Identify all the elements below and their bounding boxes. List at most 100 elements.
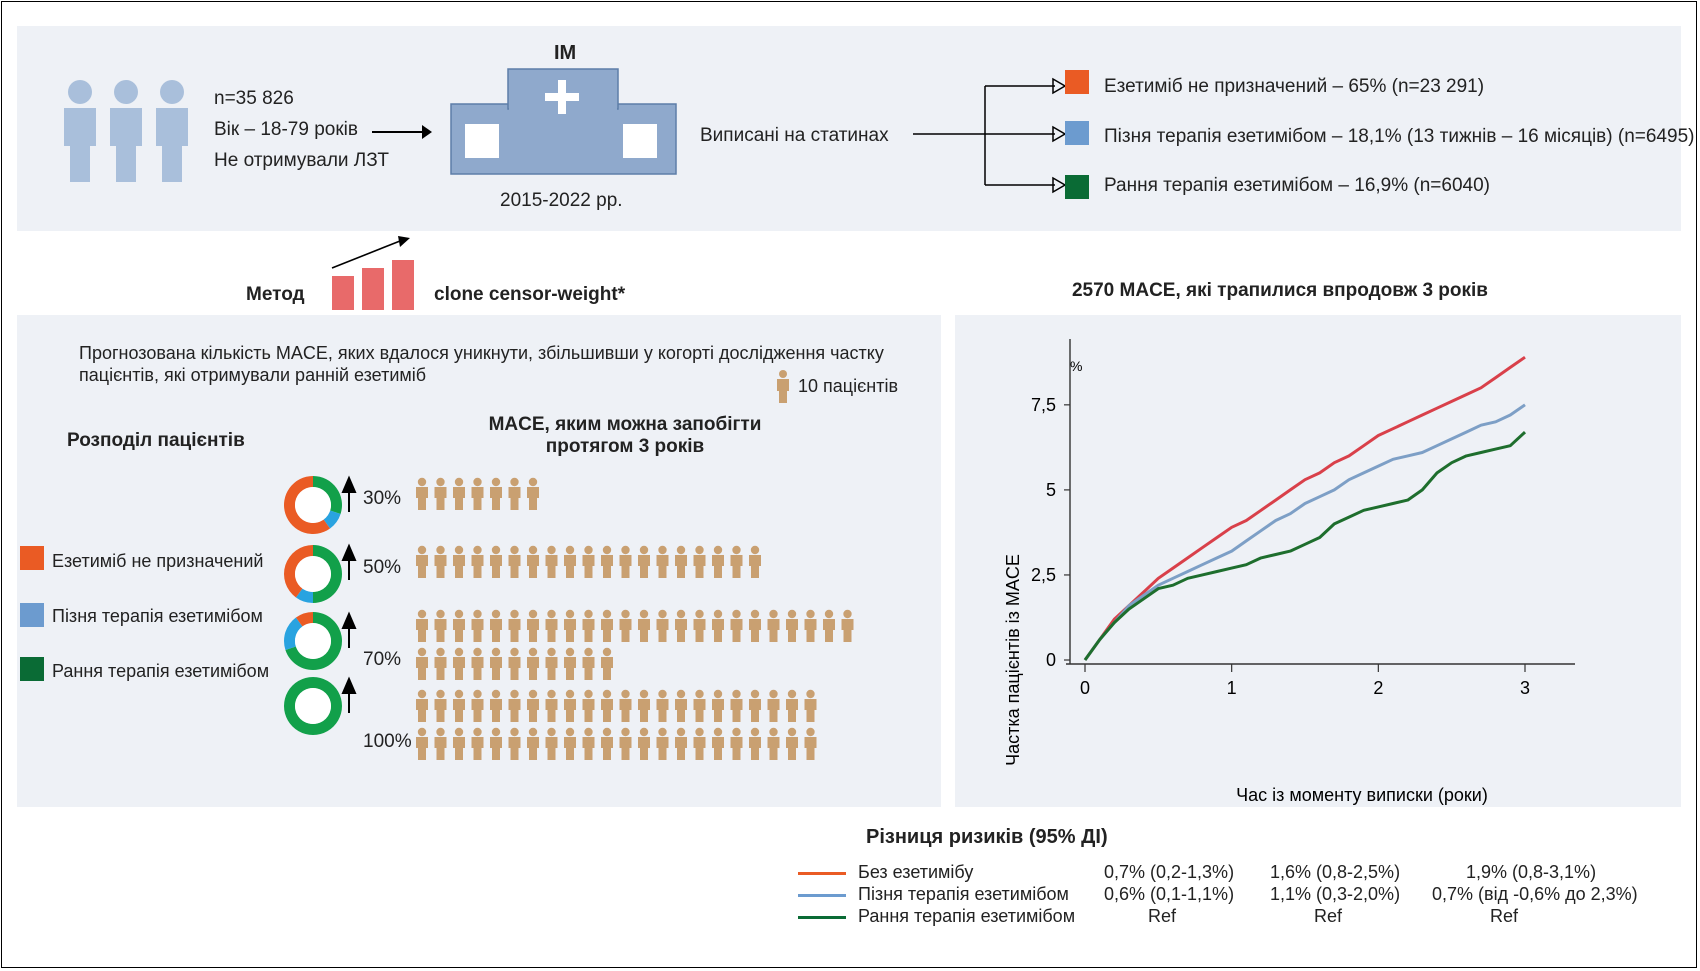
cohort-age: Вік – 18-79 років	[214, 119, 358, 140]
intro-text: Прогнозована кількість MACE, яких вдалос…	[79, 343, 884, 385]
person-icon	[656, 609, 669, 642]
cohort-no-llt: Не отримували ЛЗТ	[214, 150, 389, 171]
person-icon	[675, 545, 687, 578]
legend-swatch-early	[20, 657, 44, 681]
donut-segment-late	[284, 617, 303, 650]
hospital-icon	[450, 68, 677, 175]
person-icon	[527, 545, 539, 578]
person-icon	[156, 80, 188, 182]
donut-hole	[295, 487, 331, 523]
person-icon	[730, 609, 743, 642]
person-icon	[564, 727, 576, 760]
person-icon	[434, 647, 447, 680]
y-unit: %	[1070, 358, 1082, 374]
risk-cell: Ref	[1490, 906, 1519, 926]
person-icon	[638, 689, 650, 722]
prevented-mace-pictogram	[416, 477, 854, 760]
person-icon	[416, 477, 428, 510]
person-icon	[675, 727, 687, 760]
cohort-n: n=35 826	[214, 88, 294, 109]
branch-no-ezetimibe: Езетиміб не призначений – 65% (n=23 291)	[1104, 76, 1485, 97]
branch-arrows	[913, 77, 1065, 194]
branch-early: Рання терапія езетимібом – 16,9% (n=6040…	[1104, 175, 1490, 196]
scenario-pct-70: 70%	[363, 649, 402, 670]
donut-70pct	[284, 612, 342, 670]
km-chart: % Частка пацієнтів із MACE Час із момент…	[1003, 339, 1575, 805]
person-icon	[416, 689, 428, 722]
y-tick-label: 2,5	[1031, 565, 1056, 585]
person-icon	[564, 647, 576, 680]
risk-cell: 1,1% (0,3-2,0%)	[1270, 884, 1401, 904]
person-icon	[656, 545, 669, 578]
unit-label: 10 пацієнтів	[798, 376, 899, 396]
person-icon	[416, 647, 428, 680]
risk-cell: Ref	[1314, 906, 1343, 926]
person-icon	[508, 477, 521, 510]
person-icon	[712, 609, 724, 642]
y-tick-label: 0	[1046, 650, 1056, 670]
person-icon	[619, 545, 632, 578]
person-icon	[471, 689, 484, 722]
person-icon	[453, 545, 465, 578]
person-icon	[712, 689, 724, 722]
person-icon	[508, 689, 521, 722]
risk-row-label: Рання терапія езетимібом	[858, 906, 1076, 926]
arrow-up-icon	[341, 543, 357, 580]
donut-hole	[295, 688, 331, 724]
person-icon	[508, 609, 521, 642]
arrow-right-icon	[372, 125, 432, 139]
person-icon	[545, 545, 558, 578]
person-icon	[490, 689, 502, 722]
donut-50pct	[284, 545, 342, 603]
risk-cell: 0,6% (0,1-1,1%)	[1104, 884, 1235, 904]
donut-segment-none	[284, 476, 331, 534]
person-icon	[749, 689, 761, 722]
donut-100pct	[283, 677, 342, 735]
donut-segment-early	[283, 677, 342, 735]
legend-swatch-no-ezetimibe	[1065, 70, 1089, 94]
study-years: 2015-2022 рр.	[500, 190, 623, 211]
line-swatch-green	[798, 916, 846, 919]
mace-title-line1: MACE, яким можна запобігти	[488, 414, 762, 435]
person-icon	[471, 727, 484, 760]
risk-row: Пізня терапія езетимібом 0,6% (0,1-1,1%)…	[798, 884, 1678, 906]
donut-segment-early	[313, 545, 342, 603]
donut-segment-late	[323, 510, 341, 529]
person-icon	[471, 545, 484, 578]
person-icon	[416, 609, 428, 642]
y-tick-label: 7,5	[1031, 395, 1056, 415]
person-icon	[434, 545, 447, 578]
person-icon	[471, 647, 484, 680]
person-icon	[823, 609, 835, 642]
person-icon	[490, 477, 502, 510]
arrow-up-icon	[341, 475, 357, 512]
person-icon	[527, 689, 539, 722]
risk-cell: Ref	[1148, 906, 1177, 926]
person-icon	[601, 545, 613, 578]
legend-early: Рання терапія езетимібом	[52, 661, 270, 681]
y-tick-label: 5	[1046, 480, 1056, 500]
person-icon	[638, 727, 650, 760]
person-icon	[638, 609, 650, 642]
x-tick-label: 2	[1373, 678, 1383, 698]
mace-title-line2: протягом 3 років	[545, 436, 705, 457]
person-icon	[527, 647, 539, 680]
person-icon	[545, 689, 558, 722]
person-icon	[675, 609, 687, 642]
donut-hole	[295, 556, 331, 592]
person-icon	[638, 545, 650, 578]
series-line-2	[1083, 430, 1527, 661]
person-icon	[527, 477, 539, 510]
im-label: ІМ	[554, 42, 577, 64]
chart-title: 2570 MACE, які трапилися впродовж 3 рокі…	[1071, 280, 1488, 301]
legend-no-ezetimibe: Езетиміб не призначений	[52, 551, 264, 571]
arrow-up-icon	[341, 676, 357, 713]
person-icon	[527, 727, 539, 760]
person-icon	[564, 545, 576, 578]
chart-lines	[1083, 355, 1527, 661]
person-icon	[749, 609, 761, 642]
person-icon	[508, 647, 521, 680]
series-line-1	[1083, 403, 1526, 661]
person-icon	[434, 689, 447, 722]
series-line-0	[1083, 355, 1526, 661]
